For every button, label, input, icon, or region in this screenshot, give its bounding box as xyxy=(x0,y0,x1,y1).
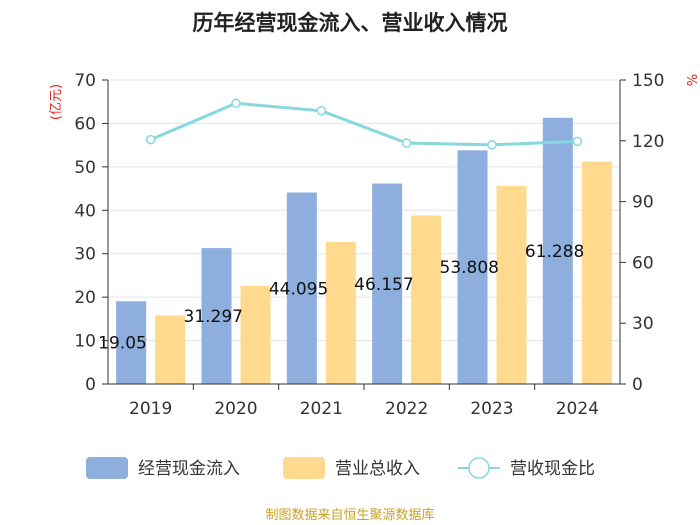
left-tick-label: 10 xyxy=(74,332,96,352)
bar-cash-inflow-2021 xyxy=(286,192,317,384)
legend-label-cash-inflow: 经营现金流入 xyxy=(138,459,240,479)
bar-revenue-2021 xyxy=(325,241,356,384)
bar-cash-inflow-2020 xyxy=(201,248,232,384)
data-label-2019: 19.05 xyxy=(98,334,147,354)
right-tick-label: 90 xyxy=(632,193,654,213)
right-tick-label: 30 xyxy=(632,314,654,334)
legend-swatch-ratio-marker xyxy=(468,457,490,479)
x-tick-label: 2024 xyxy=(556,399,599,419)
bar-revenue-2019 xyxy=(155,315,186,384)
bar-revenue-2023 xyxy=(496,185,527,384)
data-label-2021: 44.095 xyxy=(269,279,328,299)
legend-label-ratio: 营收现金比 xyxy=(510,459,595,479)
chart-title: 历年经营现金流入、营业收入情况 xyxy=(193,11,508,35)
ratio-point-2022 xyxy=(401,138,412,148)
left-tick-label: 60 xyxy=(74,114,96,134)
left-tick-label: 50 xyxy=(74,158,96,178)
legend: 经营现金流入 营业总收入 营收现金比 xyxy=(86,457,595,479)
bar-revenue-2020 xyxy=(240,285,271,384)
left-tick-label: 0 xyxy=(85,375,96,395)
right-tick-label: 150 xyxy=(632,71,664,91)
legend-swatch-cash-inflow xyxy=(86,457,128,479)
x-tick-label: 2023 xyxy=(470,399,513,419)
right-tick-label: 120 xyxy=(632,132,664,152)
ratio-polyline xyxy=(150,101,578,147)
source-note: 制图数据来自恒生聚源数据库 xyxy=(265,507,434,523)
ratio-point-2021 xyxy=(316,106,327,116)
ratio-point-2019 xyxy=(145,134,156,145)
ratio-point-2023 xyxy=(487,140,497,150)
x-tick-label: 2020 xyxy=(214,399,257,419)
data-label-2024: 61.288 xyxy=(525,242,584,262)
left-tick-label: 20 xyxy=(74,288,96,308)
bar-cash-inflow-2024 xyxy=(542,117,573,385)
bar-cash-inflow-2022 xyxy=(372,183,403,384)
bars xyxy=(116,117,612,385)
x-tick-label: 2019 xyxy=(129,399,172,419)
ratio-point-2020 xyxy=(231,98,241,109)
right-tick-label: 60 xyxy=(632,253,654,273)
left-tick-label: 70 xyxy=(74,71,96,91)
bar-revenue-2024 xyxy=(581,161,612,384)
bar-cash-inflow-2019 xyxy=(116,301,147,384)
legend-label-revenue: 营业总收入 xyxy=(335,459,420,479)
left-tick-label: 30 xyxy=(74,245,96,265)
ratio-point-2024 xyxy=(572,136,583,147)
right-axis-unit: % xyxy=(683,74,698,86)
bar-cash-inflow-2023 xyxy=(457,150,488,384)
left-tick-label: 40 xyxy=(74,201,96,221)
axes: 0 10 20 30 40 50 60 70 0 30 60 90 120 150 (亿元)% 2019 202… xyxy=(49,71,698,419)
ratio-line xyxy=(145,98,583,150)
data-label-2020: 31.297 xyxy=(184,307,243,327)
data-label-2023: 53.808 xyxy=(440,258,499,278)
grid xyxy=(108,79,620,342)
x-tick-label: 2022 xyxy=(385,399,428,419)
data-label-2022: 46.157 xyxy=(354,275,413,295)
right-tick-label: 0 xyxy=(632,375,643,395)
left-axis-unit: (亿元) xyxy=(49,84,64,120)
x-tick-label: 2021 xyxy=(300,399,343,419)
bar-revenue-2022 xyxy=(411,215,442,384)
data-labels: 19.05 31.297 44.095 46.157 53.808 61.288 xyxy=(98,242,584,354)
legend-swatch-revenue xyxy=(283,457,325,479)
